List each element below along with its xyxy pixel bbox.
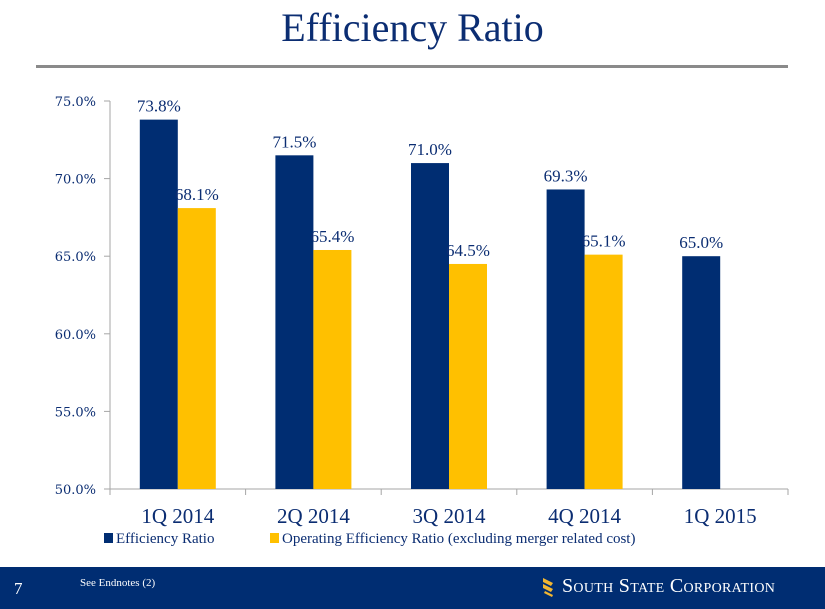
bar-operating-efficiency-ratio (584, 254, 623, 489)
legend-label: Efficiency Ratio (116, 531, 214, 547)
efficiency-ratio-chart: 50.0% 55.0% 60.0% 65.0% 70.0% 75.0% 1Q 2014 2Q … (55, 95, 789, 547)
data-label: 71.0% (408, 140, 452, 159)
company-logo: South State Corporation (540, 575, 775, 598)
y-tick-label: 55.0% (55, 405, 96, 420)
bar-efficiency-ratio (275, 155, 314, 489)
bar-efficiency-ratio (682, 256, 721, 489)
x-tick-label: 3Q 2014 (413, 504, 486, 528)
footer-bar: 7 See Endnotes (2) South State Corporati… (0, 567, 825, 609)
company-name: South State Corporation (562, 575, 776, 597)
bar-operating-efficiency-ratio (449, 263, 487, 489)
y-tick-label: 70.0% (55, 173, 96, 188)
page-title: Efficiency Ratio (281, 5, 544, 50)
title-divider (36, 65, 788, 68)
legend: Efficiency Ratio Operating Efficiency Rat… (104, 531, 635, 547)
data-label: 65.0% (679, 233, 723, 252)
data-label: 69.3% (544, 166, 588, 185)
bar-operating-efficiency-ratio (177, 208, 216, 489)
data-label: 64.5% (446, 241, 490, 260)
x-tick-label: 2Q 2014 (277, 504, 350, 528)
data-label: 68.1% (175, 185, 219, 204)
y-tick-label: 65.0% (55, 250, 96, 265)
legend-swatch-efficiency-ratio (104, 533, 113, 543)
bar-efficiency-ratio (546, 189, 585, 489)
y-tick-label: 60.0% (55, 328, 96, 343)
endnote-link[interactable]: See Endnotes (2) (80, 577, 156, 589)
page-number: 7 (14, 579, 23, 598)
data-label: 71.5% (272, 132, 316, 151)
x-tick-label: 1Q 2015 (684, 504, 757, 528)
logo-s-icon (543, 577, 553, 597)
data-label: 73.8% (137, 97, 181, 116)
y-tick-label: 75.0% (55, 95, 96, 110)
bar-efficiency-ratio (139, 119, 178, 490)
x-tick-label: 4Q 2014 (548, 504, 621, 528)
legend-label: Operating Efficiency Ratio (excluding me… (282, 531, 635, 547)
bars (139, 119, 721, 490)
x-tick-label: 1Q 2014 (141, 504, 214, 528)
data-labels: 73.8% 71.5% 71.0% 69.3% 65.0% 68.1% 65.4% 64.5%… (137, 97, 723, 260)
legend-swatch-operating-efficiency-ratio (270, 533, 279, 543)
bar-efficiency-ratio (411, 163, 449, 489)
data-label: 65.1% (582, 232, 626, 251)
bar-operating-efficiency-ratio (313, 249, 352, 489)
y-tick-label: 50.0% (55, 483, 96, 498)
data-label: 65.4% (310, 227, 354, 246)
